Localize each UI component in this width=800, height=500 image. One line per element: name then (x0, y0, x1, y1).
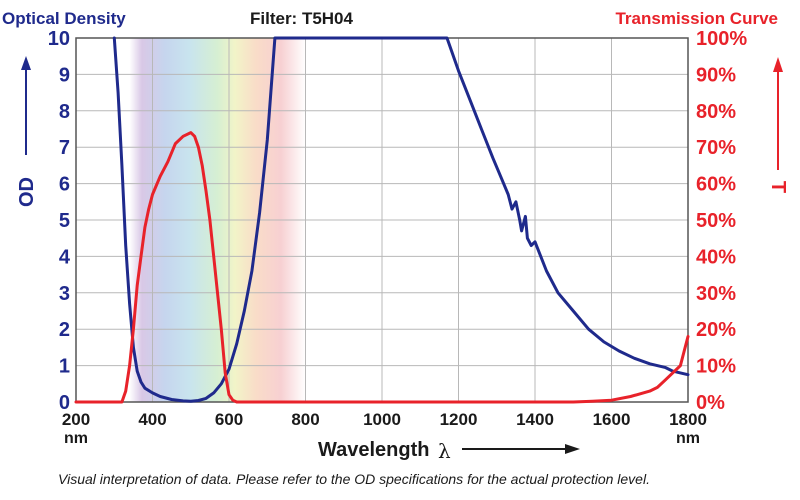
x-tick-label: 1200 (440, 410, 478, 429)
series-line-od (112, 36, 690, 403)
y-right-tick-label: 20% (696, 319, 736, 341)
x-axis-arrowhead-icon (565, 444, 580, 454)
left-axis-header: Optical Density (2, 9, 126, 28)
y-right-tick-label: 10% (696, 356, 736, 378)
right-axis-header: Transmission Curve (615, 9, 778, 28)
x-tick-label: 1800 (669, 410, 707, 429)
y-right-tick-label: 50% (696, 210, 736, 232)
y-left-tick-label: 4 (59, 246, 71, 268)
y-right-tick-label: 60% (696, 174, 736, 196)
x-tick-label: 1000 (363, 410, 401, 429)
y-right-tick-label: 100% (696, 28, 747, 50)
x-tick-label: 400 (138, 410, 166, 429)
x-tick-label: 1600 (593, 410, 631, 429)
y-left-tick-label: 7 (59, 137, 70, 159)
y-left-tick-label: 2 (59, 319, 70, 341)
x-axis-symbol: λ (438, 439, 451, 463)
series-layer (74, 36, 690, 404)
y-right-tick-label: 40% (696, 246, 736, 268)
grid-lines (76, 38, 688, 402)
y-left-tick-label: 6 (59, 174, 70, 196)
y-right-tick-label: 0% (696, 392, 725, 414)
right-axis-label: T (767, 181, 789, 193)
y-left-tick-label: 9 (59, 64, 70, 86)
x-unit-label: nm (676, 430, 700, 447)
y-left-tick-label: 10 (48, 28, 70, 50)
y-right-tick-label: 90% (696, 64, 736, 86)
footnote: Visual interpretation of data. Please re… (58, 471, 650, 487)
x-axis-label: Wavelength (318, 439, 430, 461)
series-line-transmission (74, 131, 690, 404)
y-left-tick-label: 8 (59, 101, 70, 123)
x-tick-label: 200 (62, 410, 90, 429)
y-left-tick-label: 5 (59, 210, 70, 232)
y-right-tick-label: 80% (696, 101, 736, 123)
left-axis-arrowhead-icon (21, 56, 31, 70)
chart-title: Filter: T5H04 (250, 9, 354, 28)
y-left-tick-label: 0 (59, 392, 70, 414)
x-unit-label: nm (64, 430, 88, 447)
y-right-tick-label: 30% (696, 283, 736, 305)
x-tick-label: 800 (291, 410, 319, 429)
right-axis-arrowhead-icon (773, 57, 783, 72)
y-left-tick-label: 3 (59, 283, 70, 305)
x-tick-label: 600 (215, 410, 243, 429)
x-tick-label: 1400 (516, 410, 554, 429)
tick-labels: 0123456789100%10%20%30%40%50%60%70%80%90… (48, 28, 748, 447)
y-right-tick-label: 70% (696, 137, 736, 159)
y-left-tick-label: 1 (59, 356, 70, 378)
left-axis-label: OD (16, 177, 38, 207)
